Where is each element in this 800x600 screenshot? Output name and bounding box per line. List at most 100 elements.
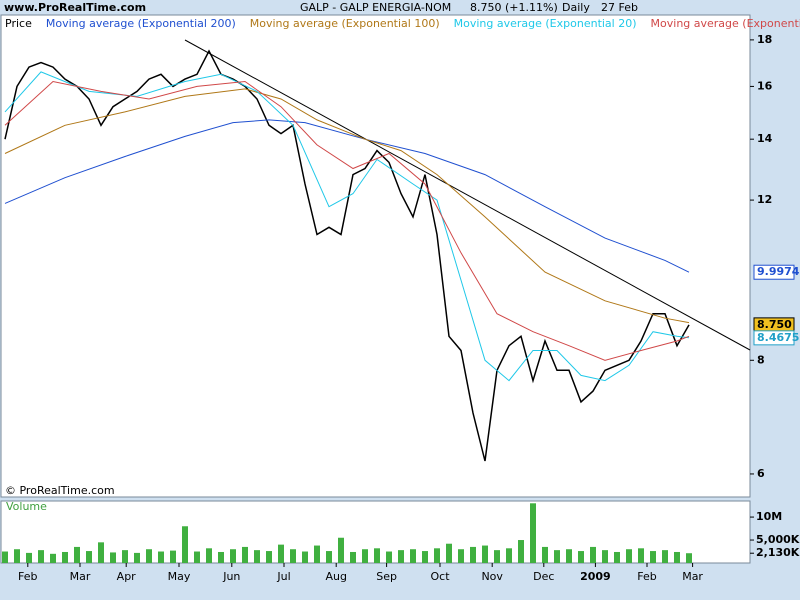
price-tag [753,264,795,280]
y-tick-label: 12 [757,193,772,206]
y-tick-label: 2,130K [756,546,800,559]
x-tick-label: Mar [70,570,91,583]
volume-bar [290,549,297,563]
volume-bar [254,550,261,563]
volume-bar [626,549,633,563]
price-tag-label: 9.9974 [757,265,800,278]
x-tick-label: Dec [533,570,554,583]
volume-bar [86,551,93,563]
volume-bar [446,543,453,563]
legend-entry: Moving average (Exponential 50) [651,17,800,30]
volume-bar [398,550,405,563]
y-tick-label: 10M [756,510,782,523]
x-tick-label: Aug [325,570,346,583]
volume-bar [434,548,441,563]
volume-bar [338,537,345,563]
volume-bar [542,546,549,563]
x-tick-label: Nov [481,570,503,583]
volume-bar [134,552,141,563]
legend-entry: Price [5,17,32,30]
series-line [4,80,690,361]
legend-entry: Moving average (Exponential 20) [454,17,637,30]
volume-bar [650,551,657,563]
series-line [4,119,690,273]
volume-bar [578,551,585,563]
volume-bar [38,550,45,563]
volume-bar [2,551,9,563]
volume-bar [122,550,129,563]
volume-bar [98,542,105,563]
y-tick-label: 18 [757,33,772,46]
x-tick-label: Feb [18,570,37,583]
volume-bar [158,551,165,563]
volume-bar [50,553,57,563]
series-line [4,71,690,382]
volume-bar [374,548,381,563]
volume-bar [110,552,117,563]
price-tag [753,330,795,346]
price-tag-label: 8.750 [757,318,792,331]
volume-bar [74,546,81,563]
volume-bar [266,551,273,563]
volume-bar [506,548,513,563]
volume-bar [386,551,393,563]
volume-bar [602,550,609,563]
volume-bar [350,551,357,563]
y-tick-label: 6 [757,467,765,480]
volume-bar [590,546,597,563]
volume-bar [278,544,285,563]
price-tag-label: 8.4675 [757,331,799,344]
volume-bar [410,549,417,563]
volume-bar [242,546,249,563]
volume-bar [638,548,645,563]
volume-bar [146,549,153,563]
volume-bar [182,526,189,563]
date: 27 Feb [601,1,638,14]
volume-bar [470,546,477,563]
x-tick-label: Jun [222,570,240,583]
volume-bar [14,549,21,563]
volume-bar [194,551,201,563]
volume-title: Volume [6,500,47,513]
x-tick-label: Mar [682,570,703,583]
price-panel [0,14,751,498]
volume-bar [170,550,177,563]
legend-entry: Moving average (Exponential 200) [46,17,236,30]
volume-bar [458,549,465,563]
volume-bar [26,552,33,563]
x-tick-label: May [168,570,191,583]
volume-bar [422,551,429,563]
volume-bar [554,550,561,563]
volume-bar [482,545,489,563]
x-tick-label: Oct [430,570,450,583]
volume-bar [206,548,213,563]
volume-bar [662,550,669,563]
series-line [4,88,690,324]
y-tick-label: 16 [757,79,773,92]
volume-bar [62,551,69,563]
volume-bar [362,549,369,563]
legend-entry: Moving average (Exponential 100) [250,17,440,30]
title: GALP - GALP ENERGIA-NOM [300,1,451,14]
volume-bar [302,551,309,563]
volume-bar [530,503,537,563]
quote: 8.750 (+1.11%) [470,1,558,14]
volume-bar [614,551,621,563]
x-tick-label: 2009 [580,570,611,583]
volume-bar [314,545,321,563]
volume-bar [218,551,225,563]
copyright: © ProRealTime.com [5,484,115,497]
trend-line [184,39,751,351]
volume-bar [686,553,693,563]
y-tick-label: 8 [757,353,765,366]
x-tick-label: Apr [117,570,137,583]
site: www.ProRealTime.com [4,1,146,14]
volume-bar [494,550,501,563]
x-tick-label: Jul [276,570,290,583]
y-tick-label: 14 [757,132,773,145]
volume-bar [518,540,525,563]
volume-bar [230,549,237,563]
series-line [4,49,690,462]
x-tick-label: Feb [637,570,656,583]
